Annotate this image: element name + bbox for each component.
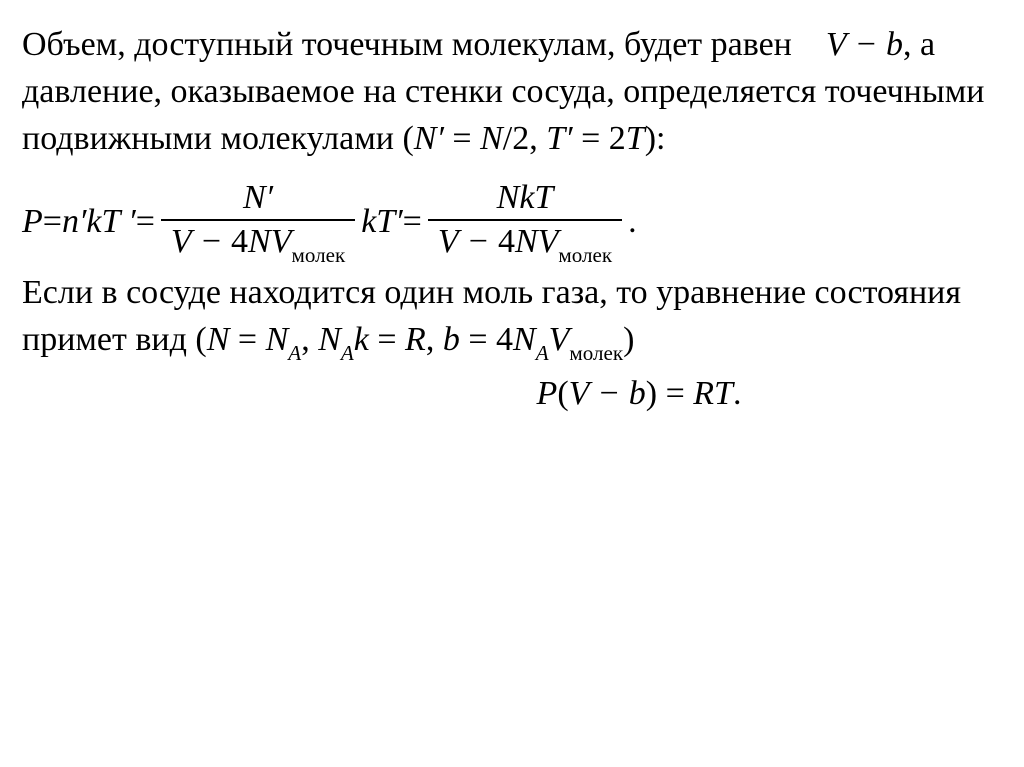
frac2-den-N: N bbox=[515, 223, 538, 260]
p2-Vmolek-V: V bbox=[549, 321, 570, 358]
final-close: ) bbox=[646, 375, 657, 412]
frac1-num-Nprime: N′ bbox=[243, 179, 273, 216]
p2-comma1: , bbox=[301, 321, 318, 358]
frac2-numerator: NkT bbox=[487, 177, 564, 219]
frac1-den-4: 4 bbox=[231, 223, 248, 260]
final-eq: = bbox=[657, 375, 693, 412]
p1-eq2: = 2 bbox=[573, 120, 626, 157]
p2-eq3: = 4 bbox=[460, 321, 513, 358]
p2-R: R bbox=[405, 321, 426, 358]
eq-kTprime: kT′ bbox=[361, 205, 402, 239]
p1-Tprime: T′ bbox=[546, 120, 572, 157]
frac2-den-4: 4 bbox=[498, 223, 515, 260]
p2-NAk-k: k bbox=[354, 321, 369, 358]
final-Vmb: V − b bbox=[569, 375, 646, 412]
p1-close: ): bbox=[645, 120, 666, 157]
p1-T: T bbox=[626, 120, 645, 157]
p2-NA3: N bbox=[513, 321, 536, 358]
frac2-den-Vm: V bbox=[538, 223, 559, 260]
frac2-den-sub: молек bbox=[558, 243, 612, 267]
p2-eq1: = bbox=[229, 321, 265, 358]
eq-period: . bbox=[628, 205, 637, 239]
fraction-2: NkT V − 4NVмолек bbox=[428, 177, 622, 268]
frac2-den-V: V − bbox=[438, 223, 498, 260]
eq-P: P bbox=[22, 205, 43, 239]
p2-Asub: A bbox=[288, 341, 301, 365]
final-open: ( bbox=[557, 375, 568, 412]
page-root: Объем, доступный точечным молекулам, буд… bbox=[0, 0, 1024, 418]
p2-N: N bbox=[207, 321, 230, 358]
frac1-den-V: V − bbox=[171, 223, 231, 260]
frac1-den-N: N bbox=[248, 223, 271, 260]
p1-over2: /2, bbox=[503, 120, 546, 157]
p2-NAk-N: N bbox=[318, 321, 341, 358]
final-equation: P(V − b) = RT. bbox=[22, 371, 996, 418]
final-P: P bbox=[537, 375, 558, 412]
final-RT: RT bbox=[693, 375, 733, 412]
frac2-denominator: V − 4NVмолек bbox=[428, 221, 622, 268]
equation-block: P = n′kT ′ = N′ V − 4NVмолек kT′ = NkT bbox=[22, 177, 996, 268]
p2-eq2: = bbox=[369, 321, 405, 358]
p1-eq1: = bbox=[444, 120, 480, 157]
p2-Asub3: A bbox=[536, 341, 549, 365]
paragraph-1: Объем, доступный точечным молекулам, буд… bbox=[22, 22, 996, 163]
frac1-den-sub: молек bbox=[292, 243, 346, 267]
final-dot: . bbox=[733, 375, 742, 412]
equation-row: P = n′kT ′ = N′ V − 4NVмолек kT′ = NkT bbox=[22, 177, 996, 268]
frac1-denominator: V − 4NVмолек bbox=[161, 221, 355, 268]
p2-close: ) bbox=[623, 321, 634, 358]
p2-NA: N bbox=[266, 321, 289, 358]
eq-eq3: = bbox=[403, 205, 422, 239]
p1-Vminusb: V − b bbox=[826, 26, 903, 63]
p2-comma2: , bbox=[426, 321, 443, 358]
eq-nprime-kTprime: n′kT ′ bbox=[62, 205, 136, 239]
paragraph-2: Если в сосуде находится один моль газа, … bbox=[22, 270, 996, 366]
frac1-den-Vm: V bbox=[271, 223, 292, 260]
p2-b: b bbox=[443, 321, 460, 358]
eq-eq2: = bbox=[136, 205, 155, 239]
frac2-num-NkT: NkT bbox=[497, 179, 554, 216]
p1-text-a: Объем, доступный точечным молекулам, буд… bbox=[22, 26, 792, 63]
fraction-1: N′ V − 4NVмолек bbox=[161, 177, 355, 268]
eq-eq1: = bbox=[43, 205, 62, 239]
p1-Nprime: N′ bbox=[414, 120, 444, 157]
p2-NAk-A: A bbox=[341, 341, 354, 365]
p1-N: N bbox=[480, 120, 503, 157]
frac1-numerator: N′ bbox=[233, 177, 283, 219]
p2-Vmolek-sub: молек bbox=[569, 341, 623, 365]
